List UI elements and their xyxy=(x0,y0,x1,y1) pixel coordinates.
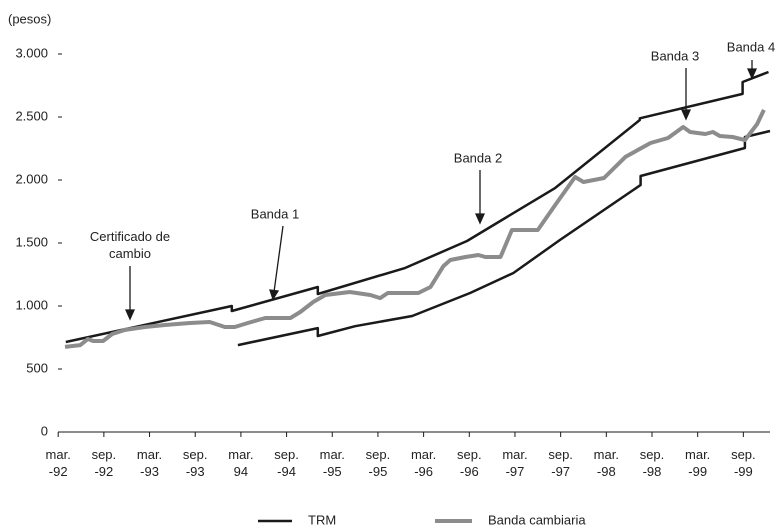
y-tick-label: 1.000 xyxy=(15,297,48,312)
annotation: Certificado de cambio xyxy=(90,229,170,261)
x-tick-label: sep. -97 xyxy=(548,447,573,479)
x-tick-label: mar. -92 xyxy=(46,447,71,479)
y-tick-label: 500 xyxy=(26,360,48,375)
annotation: Banda 3 xyxy=(651,48,699,63)
x-tick-label: mar. -95 xyxy=(320,447,345,479)
annotation-arrows xyxy=(124,60,758,321)
legend-label: Banda cambiaria xyxy=(488,512,586,527)
x-tick-label: mar. -98 xyxy=(594,447,619,479)
legend-label: TRM xyxy=(308,512,336,527)
series-line xyxy=(65,70,771,347)
x-tick-label: mar. -93 xyxy=(137,447,162,479)
y-axis-label: (pesos) xyxy=(8,11,51,26)
y-tick-label: 2.500 xyxy=(15,108,48,123)
x-tick-label: sep. -99 xyxy=(731,447,756,479)
y-tick-label: 1.500 xyxy=(15,234,48,249)
annotation: Banda 1 xyxy=(251,206,299,221)
y-tick-label: 3.000 xyxy=(15,45,48,60)
y-tick-label: 2.000 xyxy=(15,171,48,186)
x-tick-label: sep. -93 xyxy=(183,447,208,479)
annotation: Banda 2 xyxy=(454,150,502,165)
x-tick-label: mar. 94 xyxy=(228,447,253,479)
annotation: Banda 4 xyxy=(727,39,775,54)
x-tick-label: sep. -98 xyxy=(640,447,665,479)
x-tick-label: sep. -94 xyxy=(274,447,299,479)
x-tick-label: mar. -97 xyxy=(502,447,527,479)
x-tick-label: sep. -96 xyxy=(457,447,482,479)
x-tick-label: mar. -99 xyxy=(685,447,710,479)
x-tick-label: sep. -95 xyxy=(366,447,391,479)
x-tick-label: sep. -92 xyxy=(92,447,117,479)
y-tick-label: 0 xyxy=(41,423,48,438)
series-line xyxy=(64,109,766,349)
x-tick-label: mar. -96 xyxy=(411,447,436,479)
